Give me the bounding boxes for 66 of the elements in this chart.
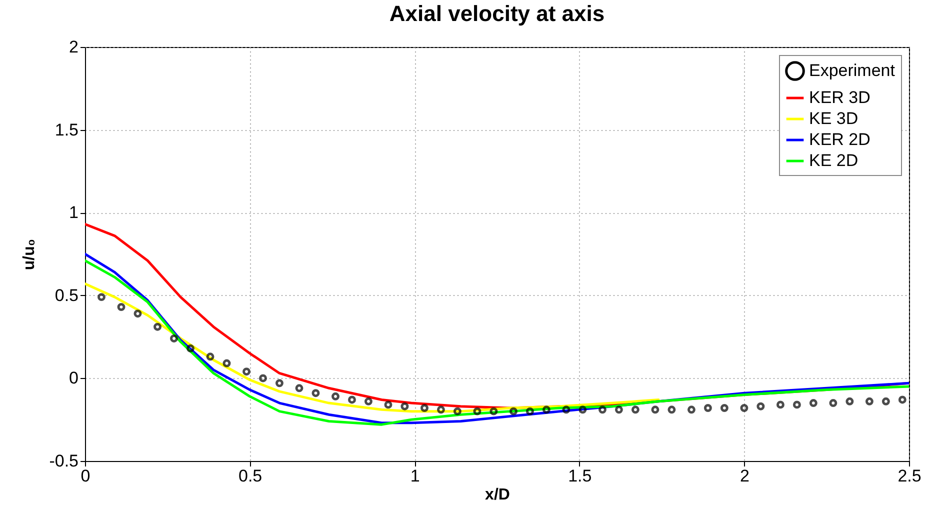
point	[258, 374, 267, 382]
point	[578, 406, 587, 414]
point	[740, 404, 748, 412]
point	[473, 407, 482, 416]
point	[117, 303, 126, 311]
y-tick-label: -0.5	[49, 452, 78, 470]
point	[490, 407, 498, 416]
point	[704, 404, 712, 412]
point	[898, 396, 906, 404]
point	[420, 404, 428, 412]
point	[242, 368, 250, 376]
point	[776, 400, 784, 409]
point	[865, 397, 874, 406]
point	[846, 397, 854, 406]
point	[295, 384, 304, 392]
legend-label: KE 2D	[809, 151, 858, 170]
x-tick-label: 0.5	[238, 466, 262, 486]
point	[97, 293, 106, 302]
point	[154, 322, 162, 331]
y-tick-label: 1.5	[54, 120, 78, 140]
point	[792, 400, 801, 409]
y-tick-label: 0	[69, 368, 78, 388]
point	[134, 310, 142, 318]
point	[312, 389, 320, 398]
point	[614, 406, 623, 414]
point	[526, 407, 534, 416]
chart-title: Axial velocity at axis	[389, 1, 605, 26]
point	[170, 334, 178, 342]
x-axis-title: x/D	[485, 486, 510, 504]
x-tick-label: 2	[740, 466, 750, 486]
point	[206, 352, 214, 361]
y-tick-label: 2	[69, 38, 78, 56]
point	[756, 402, 765, 410]
point	[364, 397, 372, 406]
point	[453, 407, 462, 416]
point	[186, 344, 194, 352]
point	[882, 397, 890, 406]
point	[332, 392, 340, 400]
legend-label: KE 3D	[809, 109, 858, 128]
point	[222, 359, 231, 368]
point	[384, 400, 392, 409]
point	[598, 406, 606, 414]
point	[687, 406, 696, 414]
x-tick-label: 2.5	[898, 466, 922, 486]
point	[509, 407, 518, 416]
x-tick-label: 0	[80, 466, 90, 486]
y-tick-label: 0.5	[54, 286, 78, 305]
point	[436, 406, 445, 414]
point	[542, 406, 550, 414]
legend-label: Experiment	[809, 61, 896, 80]
point	[562, 406, 570, 414]
point	[275, 379, 284, 388]
point	[651, 406, 660, 414]
y-axis-title: u/u₀	[21, 238, 38, 270]
point	[668, 406, 676, 414]
point	[631, 406, 640, 414]
legend-label: KER 2D	[809, 130, 870, 149]
y-tick-label: 1	[69, 203, 78, 222]
legend-label: KER 3D	[809, 88, 870, 107]
point	[809, 399, 818, 408]
point	[829, 399, 838, 408]
point	[720, 404, 728, 412]
point	[348, 396, 356, 404]
x-tick-label: 1	[410, 466, 420, 486]
x-tick-label: 1.5	[568, 466, 592, 486]
point	[400, 402, 409, 410]
